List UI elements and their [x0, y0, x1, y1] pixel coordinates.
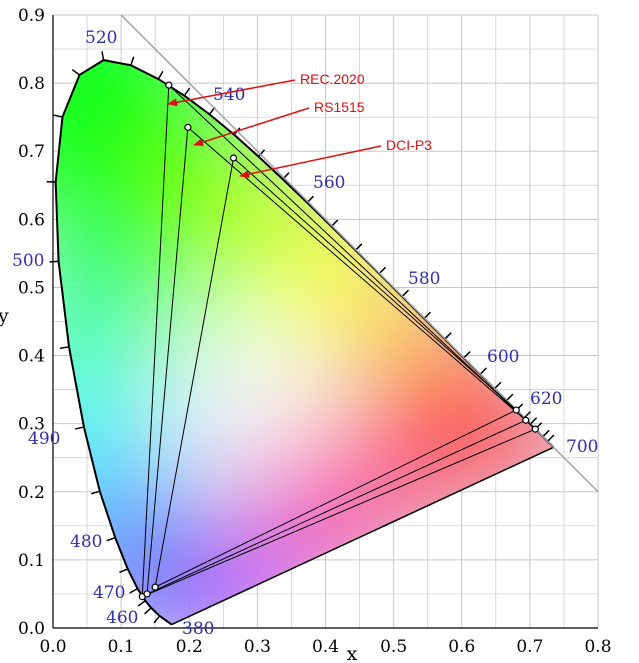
y-tick-label: 0.7 — [18, 142, 45, 162]
x-tick-label: 0.0 — [39, 637, 66, 657]
wavelength-tick — [106, 536, 116, 542]
gamut-dcip3 — [151, 154, 520, 591]
y-axis-label: y — [0, 305, 9, 327]
x-tick-label: 0.8 — [584, 637, 611, 657]
wavelength-tick — [506, 393, 514, 402]
wavelength-tick — [59, 346, 70, 350]
y-tick-label: 0.8 — [18, 74, 45, 94]
x-tick-label: 0.4 — [312, 637, 339, 657]
gamut-triangle — [146, 126, 527, 595]
wavelength-tick — [463, 351, 471, 359]
annotation-arrow — [193, 107, 310, 147]
y-tick-label: 0.5 — [18, 278, 45, 298]
wavelength-tick — [423, 311, 432, 320]
primary-point — [184, 123, 192, 131]
wavelength-label-460: 460 — [106, 608, 138, 628]
wavelength-label-380: 380 — [182, 619, 214, 639]
y-tick-label: 0.0 — [18, 619, 45, 639]
y-tick-label: 0.3 — [18, 415, 45, 435]
wavelength-label-700: 700 — [566, 437, 598, 457]
primary-point — [522, 416, 530, 424]
wavelength-tick — [378, 266, 387, 275]
wavelength-labels: 380 460 470 480 490 500 520 540 560 580 600 620 700 — [12, 28, 598, 639]
gamut-rec2020 — [138, 81, 539, 601]
wavelength-tick — [479, 367, 488, 375]
x-tick-label: 0.3 — [244, 637, 271, 657]
wavelength-tick — [137, 600, 146, 607]
wavelength-label-480: 480 — [70, 532, 102, 552]
wavelength-tick — [444, 332, 452, 340]
gamut-triangle — [154, 157, 518, 589]
y-tick-label: 0.6 — [18, 210, 45, 230]
wavelength-tick — [119, 568, 128, 574]
wavelength-tick — [355, 243, 363, 251]
wavelength-tick — [49, 260, 59, 263]
y-tick-label: 0.1 — [18, 551, 45, 571]
x-tick-label: 0.7 — [516, 637, 543, 657]
wavelength-tick — [547, 434, 555, 442]
primary-point — [512, 406, 520, 414]
wavelength-tick — [153, 615, 161, 624]
annotation-arrow — [167, 79, 296, 107]
y-tick-label: 0.9 — [18, 6, 45, 26]
wavelength-tick — [129, 587, 138, 594]
wavelength-tick — [53, 114, 63, 118]
wavelength-tick — [183, 87, 191, 97]
x-tick-label: 0.5 — [380, 637, 407, 657]
wavelength-label-600: 600 — [487, 347, 519, 367]
y-tick-label: 0.2 — [18, 483, 45, 503]
primary-point — [165, 81, 173, 89]
wavelength-label-520: 520 — [85, 28, 117, 48]
label-rs1515: RS1515 — [314, 99, 365, 115]
x-tick-label: 0.1 — [108, 637, 135, 657]
wavelength-tick — [542, 429, 550, 438]
gamut-triangles — [138, 81, 539, 601]
gamut-annotations: REC.2020 RS1515 DCI-P3 — [167, 71, 432, 179]
wavelength-label-620: 620 — [530, 389, 562, 409]
wavelength-tick — [90, 490, 101, 495]
label-dcip3: DCI-P3 — [386, 137, 432, 153]
wavelength-label-500: 500 — [12, 251, 44, 271]
wavelength-tick — [494, 381, 502, 390]
primary-point — [229, 154, 238, 162]
y-tick-label: 0.4 — [18, 347, 45, 367]
wavelength-tick — [71, 69, 80, 76]
wavelength-tick — [401, 289, 410, 298]
primary-point — [143, 590, 151, 598]
wavelength-tick — [529, 417, 538, 425]
axes: 0.0 0.1 0.2 0.3 0.4 0.5 0.6 0.7 0.8 0.0 0.1 0.2 0.3 0… — [18, 6, 612, 657]
wavelength-tick — [157, 70, 164, 80]
x-tick-label: 0.6 — [448, 637, 475, 657]
wavelength-label-540: 540 — [213, 85, 245, 105]
gamut-rs1515 — [143, 123, 530, 598]
wavelength-label-490: 490 — [28, 429, 60, 449]
wavelength-tick — [101, 51, 105, 61]
wavelength-label-470: 470 — [93, 583, 125, 603]
wavelength-tick — [144, 607, 152, 615]
label-rec2020: REC.2020 — [300, 71, 365, 87]
wavelength-tick — [74, 426, 85, 430]
annotation-arrow — [239, 145, 382, 179]
wavelength-tick — [130, 56, 135, 66]
gamut-triangle — [141, 84, 537, 598]
primary-point — [151, 583, 159, 591]
wavelength-tick — [257, 149, 266, 157]
primary-point — [531, 425, 539, 433]
wavelength-label-580: 580 — [408, 269, 440, 289]
x-tick-label: 0.2 — [176, 637, 203, 657]
x-axis-label: x — [347, 643, 358, 663]
wavelength-label-560: 560 — [313, 173, 345, 193]
purple-line — [171, 446, 554, 626]
